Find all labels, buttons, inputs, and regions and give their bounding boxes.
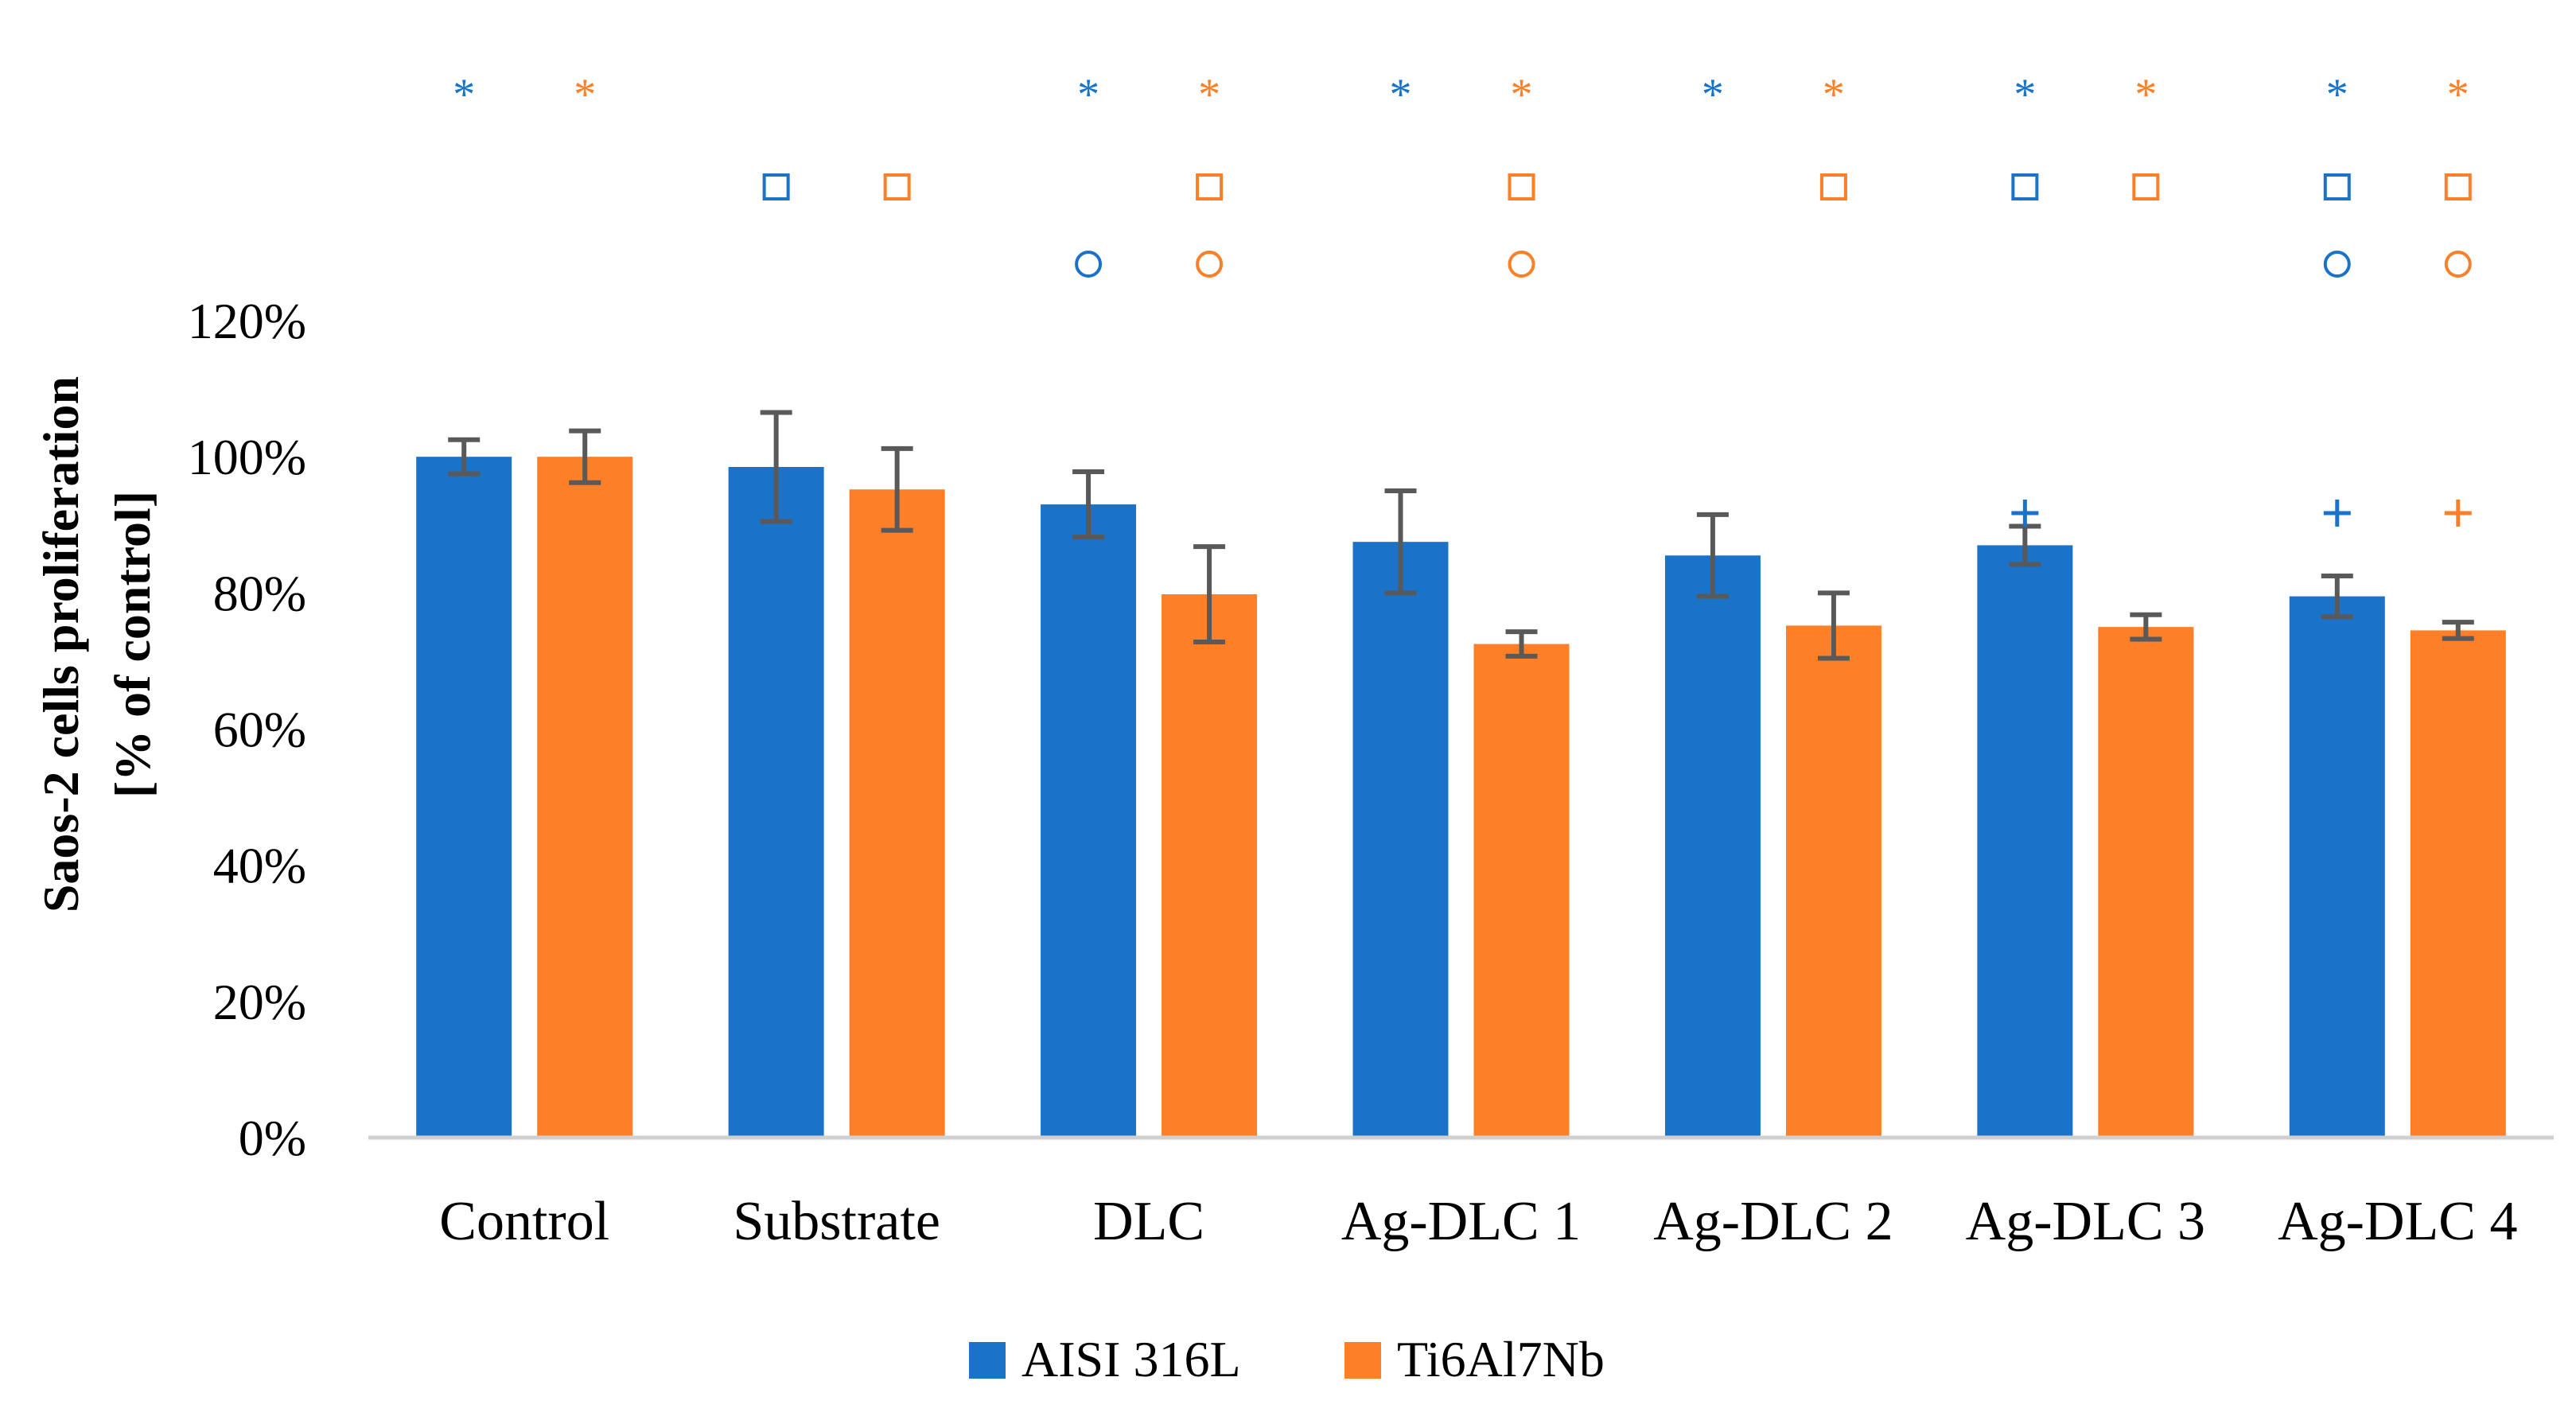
significance-star-marker: * (1198, 70, 1220, 119)
significance-star-marker: * (2326, 70, 2348, 119)
significance-circle-marker (1196, 251, 1224, 278)
x-tick-label: Ag-DLC 2 (1653, 1191, 1893, 1252)
bar (416, 457, 512, 1138)
legend-swatch-aisi (969, 1342, 1006, 1379)
bar (1041, 504, 1137, 1138)
legend: AISI 316L Ti6Al7Nb (969, 1331, 1605, 1387)
y-tick-label: 0% (239, 1110, 306, 1166)
bar (1162, 594, 1258, 1138)
significance-star-marker: * (1702, 70, 1724, 119)
y-axis-title-line2: [% of control] (104, 491, 161, 798)
y-tick-label: 60% (213, 702, 306, 758)
bars (416, 457, 2506, 1138)
significance-square-marker (1819, 173, 1847, 200)
significance-circle-marker (2323, 251, 2351, 278)
bar (2410, 630, 2506, 1138)
y-tick-label: 40% (213, 838, 306, 894)
significance-star-marker: * (1077, 70, 1099, 119)
legend-swatch-ti (1344, 1342, 1381, 1379)
bar (2289, 596, 2385, 1138)
significance-circle-marker (1075, 251, 1103, 278)
x-tick-label: Ag-DLC 4 (2278, 1191, 2517, 1252)
significance-square-marker (1508, 173, 1535, 200)
y-axis-ticks: 0% 20% 40% 60% 80% 100% 120% (188, 293, 306, 1166)
significance-star-marker: * (2447, 70, 2469, 119)
x-tick-label: Ag-DLC 1 (1341, 1191, 1581, 1252)
significance-star-marker: * (1511, 70, 1533, 119)
bar (728, 467, 824, 1138)
bar (1473, 644, 1570, 1138)
significance-square-marker (2011, 173, 2039, 200)
x-axis-labels: Control Substrate DLC Ag-DLC 1 Ag-DLC 2 Ag-DL… (439, 1191, 2517, 1252)
bar (1977, 545, 2073, 1138)
bar (1785, 625, 1881, 1138)
significance-square-marker (762, 173, 790, 200)
error-bars (448, 410, 2474, 661)
x-tick-label: Ag-DLC 3 (1966, 1191, 2205, 1252)
y-axis-title: Saos-2 cells proliferation [% of control… (33, 376, 161, 912)
x-tick-label: Substrate (733, 1191, 940, 1252)
significance-square-marker (1196, 173, 1224, 200)
bar (849, 489, 945, 1138)
significance-circle-marker (2444, 251, 2472, 278)
significance-star-marker: * (2014, 70, 2036, 119)
x-tick-label: Control (439, 1191, 609, 1252)
y-tick-label: 20% (213, 974, 306, 1030)
y-tick-label: 100% (188, 429, 306, 485)
significance-markers: * * * * * * * * * * * * (453, 70, 2472, 527)
y-tick-label: 120% (188, 293, 306, 349)
bar (537, 457, 633, 1138)
significance-square-marker (2132, 173, 2160, 200)
legend-label-ti: Ti6Al7Nb (1397, 1331, 1605, 1387)
bar (2098, 627, 2194, 1138)
legend-label-aisi: AISI 316L (1021, 1331, 1241, 1387)
significance-square-marker (2444, 173, 2472, 200)
significance-star-marker: * (453, 70, 475, 119)
bar (1664, 555, 1761, 1138)
significance-square-marker (883, 173, 911, 200)
significance-circle-marker (1508, 251, 1535, 278)
y-axis-title-line1: Saos-2 cells proliferation (33, 376, 89, 912)
significance-star-marker: * (574, 70, 596, 119)
y-tick-label: 80% (213, 565, 306, 621)
significance-square-marker (2323, 173, 2351, 200)
significance-star-marker: * (2134, 70, 2157, 119)
x-tick-label: DLC (1093, 1191, 1204, 1252)
bar (1352, 542, 1449, 1138)
significance-star-marker: * (1390, 70, 1412, 119)
significance-star-marker: * (1823, 70, 1845, 119)
